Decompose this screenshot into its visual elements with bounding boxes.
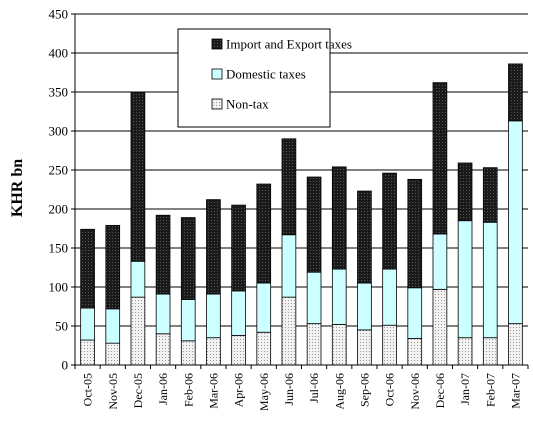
bar-segment-import-and-export-taxes [432, 82, 448, 235]
bar-segment-import-and-export-taxes [180, 217, 196, 300]
bar-segment-import-and-export-taxes [281, 138, 297, 236]
y-tick-label: 200 [49, 202, 69, 217]
x-tick-label: Dec-06 [433, 373, 447, 408]
bar-segment-non-tax [180, 340, 196, 366]
legend-swatch [211, 68, 223, 80]
bar-segment-import-and-export-taxes [508, 63, 523, 122]
bar-segment-import-and-export-taxes [407, 178, 423, 289]
bar-segment-domestic-taxes [482, 221, 498, 339]
bar-segment-non-tax [457, 337, 473, 366]
x-tick-label: Jan-06 [156, 373, 170, 405]
bar-segment-domestic-taxes [80, 307, 95, 341]
bar-segment-non-tax [105, 342, 121, 366]
y-tick-label: 400 [49, 46, 69, 61]
bar-segment-non-tax [231, 334, 246, 366]
bar-segment-import-and-export-taxes [482, 167, 498, 223]
x-tick-label: Apr-06 [232, 373, 246, 407]
x-tick-label: Oct-06 [383, 373, 397, 406]
bar-segment-domestic-taxes [331, 268, 347, 325]
bar-segment-import-and-export-taxes [80, 228, 95, 309]
x-tick-label: Aug-06 [332, 373, 346, 410]
bar-segment-domestic-taxes [105, 308, 121, 344]
y-tick-labels: 0 50 100 150 200 250 300 350 400 450 [49, 7, 75, 373]
legend-label: Import and Export taxes [226, 37, 352, 52]
bar-segment-domestic-taxes [357, 282, 372, 331]
bar-segment-non-tax [306, 323, 322, 366]
y-tick-label: 250 [49, 163, 69, 178]
bar-segment-domestic-taxes [231, 290, 246, 336]
bar-segment-import-and-export-taxes [231, 204, 246, 292]
bar-segment-domestic-taxes [457, 220, 473, 339]
bar-segment-import-and-export-taxes [306, 176, 322, 273]
bar-segment-domestic-taxes [206, 293, 221, 339]
axes [74, 14, 529, 369]
bar-segment-non-tax [206, 337, 221, 366]
x-tick-labels: Oct-05 Nov-05 Dec-05 Jan-06 Feb-06 Mar-06 Apr-… [81, 373, 523, 411]
bar-segment-import-and-export-taxes [256, 183, 272, 284]
y-tick-label: 300 [49, 124, 69, 139]
x-tick-label: Mar-06 [206, 373, 220, 409]
bar-segment-domestic-taxes [508, 120, 523, 325]
y-tick-label: 50 [55, 319, 68, 334]
bar-segment-import-and-export-taxes [382, 172, 397, 270]
bar-segment-domestic-taxes [407, 287, 423, 339]
bar-segment-import-and-export-taxes [130, 91, 146, 262]
bar-segment-domestic-taxes [180, 299, 196, 342]
bar-segment-domestic-taxes [155, 293, 171, 335]
bar-segment-domestic-taxes [256, 282, 272, 333]
bar-segment-import-and-export-taxes [155, 214, 171, 295]
bar-segment-domestic-taxes [382, 268, 397, 326]
bar-segment-non-tax [331, 324, 347, 366]
bar-segment-non-tax [508, 323, 523, 366]
bar-segment-non-tax [382, 324, 397, 366]
y-tick-label: 350 [49, 85, 69, 100]
bar-segment-non-tax [432, 288, 448, 366]
y-axis-label: KHR bn [9, 159, 26, 217]
y-tick-label: 100 [49, 280, 69, 295]
bar-segment-domestic-taxes [281, 234, 297, 298]
bar-segment-non-tax [482, 337, 498, 366]
bar-segment-import-and-export-taxes [331, 166, 347, 270]
bar-segment-non-tax [281, 296, 297, 366]
legend: Import and Export taxes Domestic taxes Non… [177, 28, 352, 128]
x-tick-label: Oct-05 [81, 373, 95, 406]
x-tick-label: Jun-06 [282, 373, 296, 406]
x-tick-label: Sep-06 [357, 373, 371, 407]
bar-segment-domestic-taxes [130, 260, 146, 298]
legend-label: Non-tax [226, 97, 269, 112]
bar-segment-import-and-export-taxes [357, 190, 372, 284]
bar-segment-non-tax [155, 333, 171, 366]
bar-segment-non-tax [256, 331, 272, 366]
bar-segment-import-and-export-taxes [105, 224, 121, 310]
legend-swatch [211, 98, 223, 110]
bar-segment-domestic-taxes [432, 233, 448, 290]
bar-segment-non-tax [357, 329, 372, 366]
bar-segment-non-tax [130, 296, 146, 366]
legend-label: Domestic taxes [226, 67, 306, 82]
x-tick-label: Feb-06 [181, 373, 195, 407]
y-tick-label: 150 [49, 241, 69, 256]
x-tick-label: Nov-06 [408, 373, 422, 410]
legend-swatch [211, 38, 223, 50]
x-tick-label: May-06 [257, 373, 271, 411]
bar-segment-domestic-taxes [306, 271, 322, 325]
gridlines [75, 13, 528, 327]
bar-segment-import-and-export-taxes [457, 162, 473, 222]
y-tick-label: 0 [62, 358, 69, 373]
bar-segment-import-and-export-taxes [206, 199, 221, 295]
x-tick-label: Jan-07 [458, 373, 472, 405]
x-tick-label: Feb-07 [483, 373, 497, 407]
x-tick-label: Jul-06 [307, 373, 321, 403]
x-tick-label: Dec-05 [131, 373, 145, 408]
x-tick-label: Nov-05 [106, 373, 120, 410]
bar-segment-non-tax [80, 339, 95, 366]
x-tick-label: Mar-07 [508, 373, 522, 409]
y-tick-label: 450 [49, 7, 69, 22]
legend-box [177, 28, 331, 128]
bar-segment-non-tax [407, 338, 423, 366]
